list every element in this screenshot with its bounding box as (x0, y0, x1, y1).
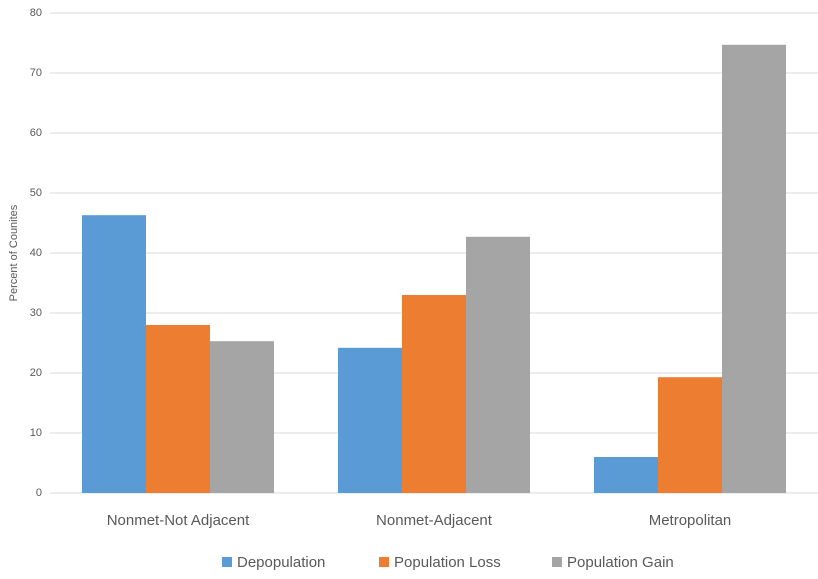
y-tick-label: 60 (30, 127, 42, 139)
legend-swatch (222, 557, 232, 567)
bar (146, 325, 210, 493)
y-tick-label: 50 (30, 187, 42, 199)
bar (722, 44, 786, 494)
y-tick-label: 80 (30, 7, 42, 19)
y-tick-label: 0 (36, 487, 42, 499)
y-axis-label: Percent of Counites (8, 204, 20, 301)
legend-label: Depopulation (237, 554, 325, 571)
x-tick-label: Nonmet-Adjacent (376, 512, 493, 529)
x-tick-label: Metropolitan (649, 512, 732, 529)
y-tick-label: 20 (30, 367, 42, 379)
bar (402, 295, 466, 493)
bar (210, 341, 274, 493)
legend-swatch (552, 557, 562, 567)
y-tick-label: 10 (30, 427, 42, 439)
y-tick-label: 30 (30, 307, 42, 319)
y-tick-label: 70 (30, 67, 42, 79)
x-tick-label: Nonmet-Not Adjacent (107, 512, 250, 529)
bar (338, 347, 402, 493)
bar (466, 236, 530, 494)
legend-label: Population Loss (394, 554, 501, 571)
legend-label: Population Gain (567, 554, 674, 571)
legend-swatch (379, 557, 389, 567)
bar (658, 377, 722, 493)
bar (82, 215, 146, 493)
y-tick-label: 40 (30, 247, 42, 259)
bar (594, 457, 658, 493)
